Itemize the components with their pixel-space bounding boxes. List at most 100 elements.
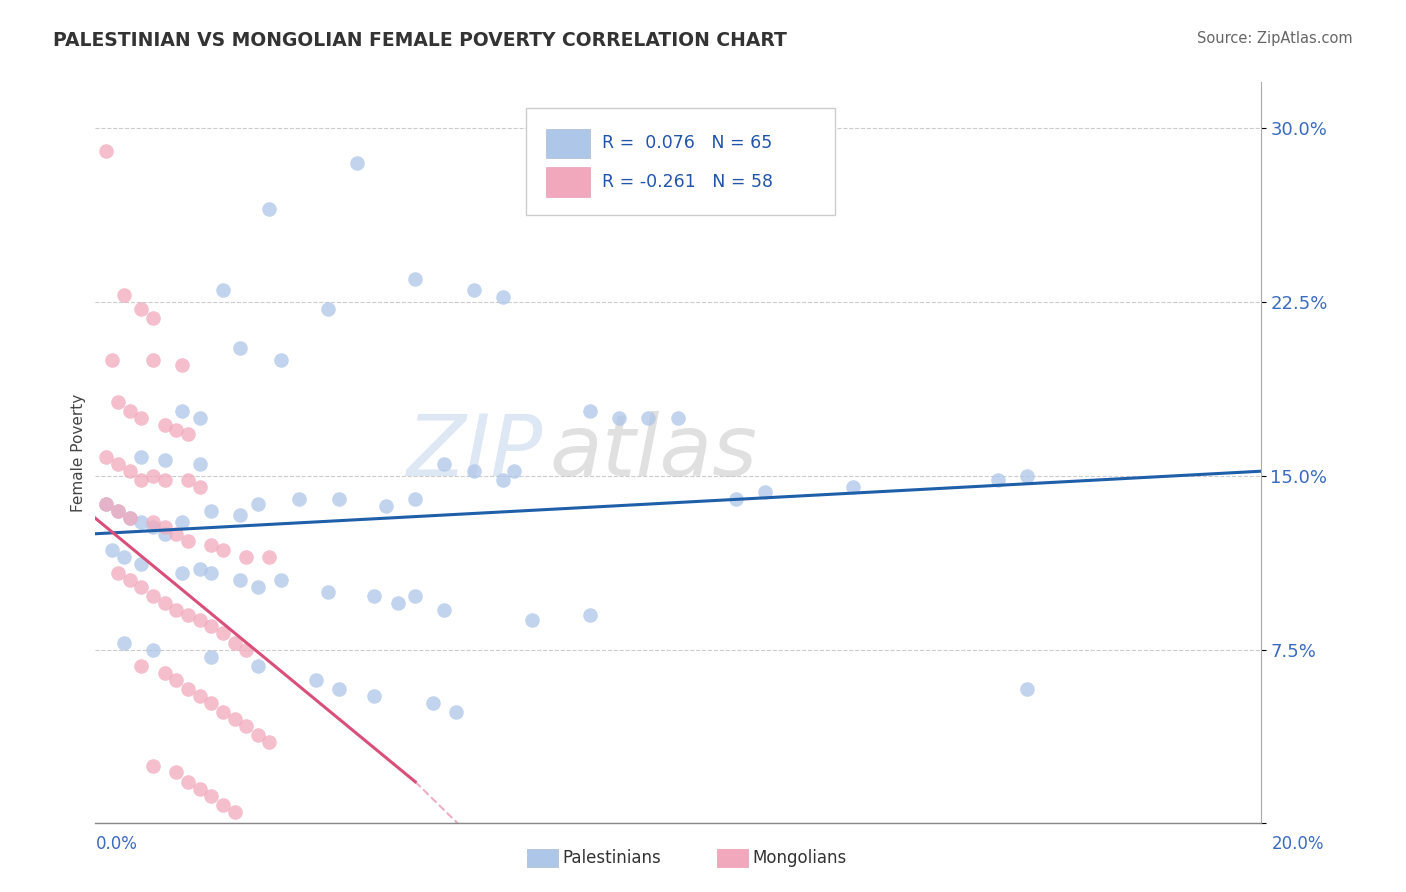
Point <box>153 417 176 432</box>
Point <box>177 607 200 622</box>
Point <box>188 689 211 703</box>
Point <box>96 497 118 511</box>
Text: 20.0%: 20.0% <box>1272 835 1324 853</box>
Point <box>235 549 257 564</box>
Point <box>177 474 200 488</box>
Text: atlas: atlas <box>550 411 758 494</box>
Point <box>129 515 152 529</box>
Point <box>375 499 398 513</box>
Point <box>142 520 165 534</box>
Point <box>316 584 339 599</box>
Text: R =  0.076   N = 65: R = 0.076 N = 65 <box>602 135 772 153</box>
Point <box>287 491 309 506</box>
Point <box>153 474 176 488</box>
Point <box>229 342 252 356</box>
Point <box>444 705 467 719</box>
Point <box>153 520 176 534</box>
Point <box>211 705 233 719</box>
Point <box>177 774 200 789</box>
Point <box>142 758 165 772</box>
Point <box>346 156 368 170</box>
Bar <box>546 128 591 158</box>
Point <box>724 491 747 506</box>
Point <box>142 515 165 529</box>
Point <box>463 464 485 478</box>
Point <box>96 450 118 465</box>
Point <box>363 590 385 604</box>
Point <box>1017 468 1039 483</box>
Point <box>246 580 269 594</box>
Point <box>165 423 187 437</box>
Point <box>404 590 426 604</box>
Point <box>422 696 444 710</box>
FancyBboxPatch shape <box>526 108 835 215</box>
Point <box>129 557 152 571</box>
Point <box>246 659 269 673</box>
Point <box>107 457 129 471</box>
Point <box>188 480 211 494</box>
Point <box>112 288 135 302</box>
Point <box>211 543 233 558</box>
Point <box>112 549 135 564</box>
Point <box>170 566 193 581</box>
Point <box>235 642 257 657</box>
Point <box>107 503 129 517</box>
Point <box>165 603 187 617</box>
Point <box>170 515 193 529</box>
Y-axis label: Female Poverty: Female Poverty <box>72 393 86 512</box>
Point <box>153 452 176 467</box>
Point <box>200 696 222 710</box>
Point <box>129 411 152 425</box>
Point <box>404 491 426 506</box>
Point <box>200 789 222 803</box>
Point <box>841 480 863 494</box>
Point <box>229 508 252 523</box>
Point <box>270 353 292 368</box>
Point <box>200 619 222 633</box>
Point <box>607 411 630 425</box>
Point <box>118 510 141 524</box>
Point <box>463 284 485 298</box>
Point <box>177 533 200 548</box>
Point <box>579 404 602 418</box>
Point <box>129 474 152 488</box>
Point <box>224 636 246 650</box>
Point <box>404 272 426 286</box>
Point <box>107 394 129 409</box>
Point <box>259 202 281 217</box>
Point <box>211 626 233 640</box>
Point <box>328 491 350 506</box>
Text: R = -0.261   N = 58: R = -0.261 N = 58 <box>602 173 773 191</box>
Text: PALESTINIAN VS MONGOLIAN FEMALE POVERTY CORRELATION CHART: PALESTINIAN VS MONGOLIAN FEMALE POVERTY … <box>53 31 787 50</box>
Point <box>224 712 246 726</box>
Point <box>200 538 222 552</box>
Point <box>165 765 187 780</box>
Point <box>177 681 200 696</box>
Point <box>188 781 211 796</box>
Point <box>170 404 193 418</box>
Point <box>177 427 200 442</box>
Text: Mongolians: Mongolians <box>752 849 846 867</box>
Point <box>211 284 233 298</box>
Point <box>170 358 193 372</box>
Point <box>520 613 543 627</box>
Point <box>96 497 118 511</box>
Point <box>229 573 252 587</box>
Point <box>118 573 141 587</box>
Point <box>328 681 350 696</box>
Point <box>200 503 222 517</box>
Point <box>118 404 141 418</box>
Point <box>246 728 269 742</box>
Point <box>188 457 211 471</box>
Point <box>129 659 152 673</box>
Point <box>188 561 211 575</box>
Point <box>503 464 526 478</box>
Bar <box>546 167 591 197</box>
Point <box>235 719 257 733</box>
Point <box>118 510 141 524</box>
Point <box>101 353 124 368</box>
Point <box>107 566 129 581</box>
Point <box>211 797 233 812</box>
Point <box>129 450 152 465</box>
Point <box>96 145 118 159</box>
